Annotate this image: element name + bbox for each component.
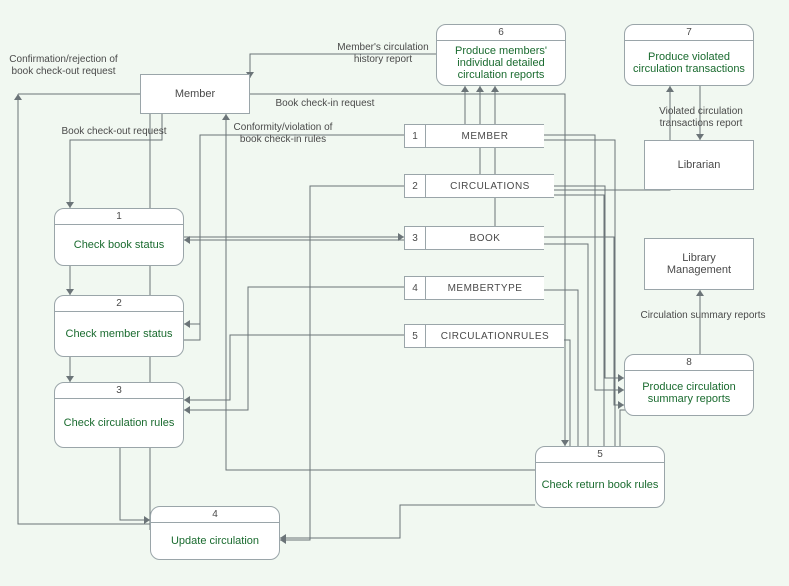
- datastore-number: 5: [405, 325, 426, 347]
- flow-label: Book check-in request: [260, 98, 390, 110]
- process-number: 1: [55, 209, 183, 225]
- entity-libmgmt: Library Management: [644, 238, 754, 290]
- flow-label: Book check-out request: [54, 126, 174, 138]
- datastore-d1: 1MEMBER: [404, 124, 544, 148]
- datastore-label: BOOK: [426, 227, 544, 249]
- datastore-label: MEMBERTYPE: [426, 277, 544, 299]
- entity-member: Member: [140, 74, 250, 114]
- flow-label: Member's circulation history report: [328, 42, 438, 66]
- process-p7: 7Produce violated circulation transactio…: [624, 24, 754, 86]
- flow-label: Circulation summary reports: [638, 310, 768, 322]
- datastore-d3: 3BOOK: [404, 226, 544, 250]
- datastore-d5: 5CIRCULATIONRULES: [404, 324, 564, 348]
- datastore-number: 1: [405, 125, 426, 147]
- entity-label: Member: [141, 75, 249, 113]
- process-label: Check book status: [55, 225, 183, 265]
- process-label: Update circulation: [151, 523, 279, 559]
- process-label: Check circulation rules: [55, 399, 183, 447]
- process-label: Produce circulation summary reports: [625, 371, 753, 415]
- process-label: Produce members' individual detailed cir…: [437, 41, 565, 85]
- process-number: 5: [536, 447, 664, 463]
- process-p3: 3Check circulation rules: [54, 382, 184, 448]
- process-p2: 2Check member status: [54, 295, 184, 357]
- process-number: 7: [625, 25, 753, 41]
- datastore-d4: 4MEMBERTYPE: [404, 276, 544, 300]
- process-label: Check return book rules: [536, 463, 664, 507]
- datastore-label: CIRCULATIONRULES: [426, 325, 564, 347]
- datastore-number: 4: [405, 277, 426, 299]
- datastore-label: CIRCULATIONS: [426, 175, 554, 197]
- entity-label: Library Management: [645, 239, 753, 289]
- dfd-canvas: 1Check book status2Check member status3C…: [0, 0, 789, 586]
- process-number: 6: [437, 25, 565, 41]
- process-p8: 8Produce circulation summary reports: [624, 354, 754, 416]
- flow-label: Violated circulation transactions report: [636, 106, 766, 130]
- process-p4: 4Update circulation: [150, 506, 280, 560]
- entity-librarian: Librarian: [644, 140, 754, 190]
- process-label: Check member status: [55, 312, 183, 356]
- process-number: 2: [55, 296, 183, 312]
- process-p1: 1Check book status: [54, 208, 184, 266]
- datastore-number: 2: [405, 175, 426, 197]
- process-number: 4: [151, 507, 279, 523]
- flow-label: Conformity/violation of book check-in ru…: [228, 122, 338, 146]
- datastore-number: 3: [405, 227, 426, 249]
- datastore-d2: 2CIRCULATIONS: [404, 174, 554, 198]
- datastore-label: MEMBER: [426, 125, 544, 147]
- process-number: 8: [625, 355, 753, 371]
- flow-label: Confirmation/rejection of book check-out…: [1, 54, 126, 78]
- process-p6: 6Produce members' individual detailed ci…: [436, 24, 566, 86]
- process-p5: 5Check return book rules: [535, 446, 665, 508]
- process-label: Produce violated circulation transaction…: [625, 41, 753, 85]
- entity-label: Librarian: [645, 141, 753, 189]
- process-number: 3: [55, 383, 183, 399]
